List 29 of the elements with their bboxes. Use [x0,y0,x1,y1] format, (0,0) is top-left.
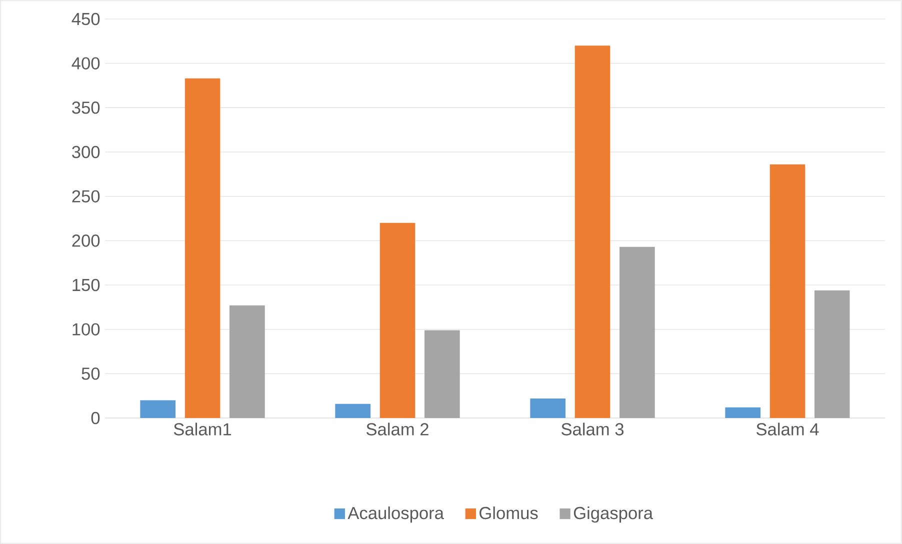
bar [230,305,265,418]
bar [184,78,220,418]
x-tick-label: Salam1 [174,422,232,436]
bar [725,407,761,418]
y-tick-label: 50 [82,368,100,380]
bar [814,290,850,418]
legend-label: Gigaspora [574,506,654,523]
bar [574,46,610,418]
y-tick-label: 100 [72,323,100,336]
y-tick-label: 150 [72,278,100,292]
bar [530,398,566,418]
legend-label: Glomus [480,506,538,520]
x-tick-label: Salam 4 [756,422,819,436]
y-tick-label: 450 [72,12,100,26]
bar [620,246,655,418]
bar [770,164,806,418]
bar [335,404,371,418]
x-tick-label: Salam 2 [366,422,428,436]
y-tick-label: 200 [72,234,100,247]
bar [424,330,460,418]
y-tick-label: 250 [72,190,100,202]
bar [140,400,176,418]
y-tick-label: 400 [72,57,100,70]
y-tick-label: 0 [91,412,100,424]
x-tick-label: Salam 3 [562,422,624,436]
legend-label: Acaulospora [348,506,444,523]
bar [380,222,416,418]
y-tick-label: 350 [72,102,100,114]
y-tick-label: 300 [72,146,100,158]
